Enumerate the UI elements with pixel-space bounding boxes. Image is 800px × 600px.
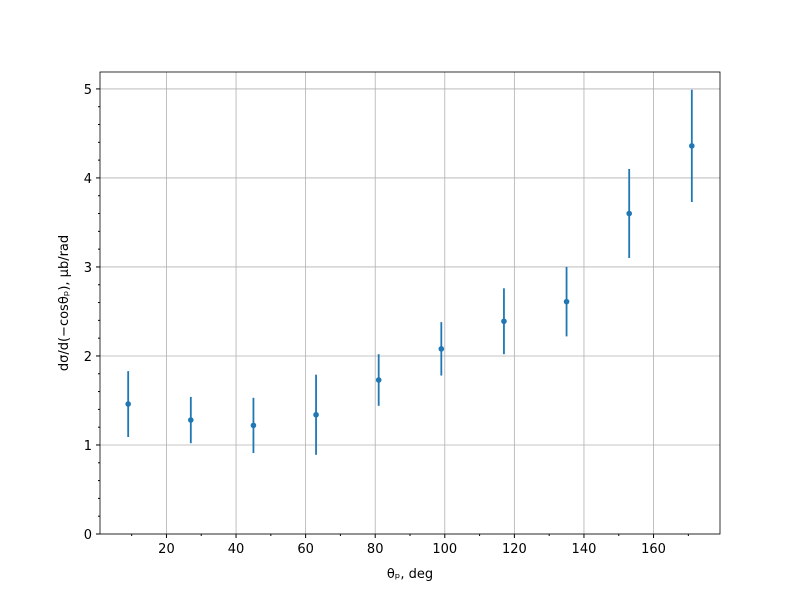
x-tick-label: 120 <box>502 542 527 557</box>
x-tick-label: 140 <box>572 542 597 557</box>
y-tick-label: 3 <box>84 261 92 276</box>
data-point <box>375 377 382 383</box>
data-point <box>250 422 257 429</box>
x-tick-label: 40 <box>228 542 245 557</box>
y-tick-label: 4 <box>84 172 92 187</box>
y-axis-label: dσ/d(−cosθₚ), μb/rad <box>57 235 72 371</box>
data-point <box>125 401 131 407</box>
y-tick-label: 5 <box>84 83 92 98</box>
x-axis-label: θₚ, deg <box>387 567 433 582</box>
y-tick-label: 2 <box>84 350 92 365</box>
x-tick-label: 80 <box>367 542 384 557</box>
x-tick-label: 20 <box>158 542 175 557</box>
data-point <box>313 411 319 418</box>
data-point <box>501 318 507 325</box>
y-tick-label: 0 <box>84 528 92 543</box>
x-tick-label: 100 <box>432 542 457 557</box>
x-tick-label: 60 <box>297 542 314 557</box>
data-point <box>188 417 194 423</box>
plot-frame <box>99 71 721 535</box>
x-tick-label: 160 <box>641 542 666 557</box>
data-point <box>626 210 632 217</box>
data-point <box>438 346 445 352</box>
data-point <box>689 143 695 149</box>
y-tick-label: 1 <box>84 439 92 454</box>
data-point <box>563 298 570 305</box>
